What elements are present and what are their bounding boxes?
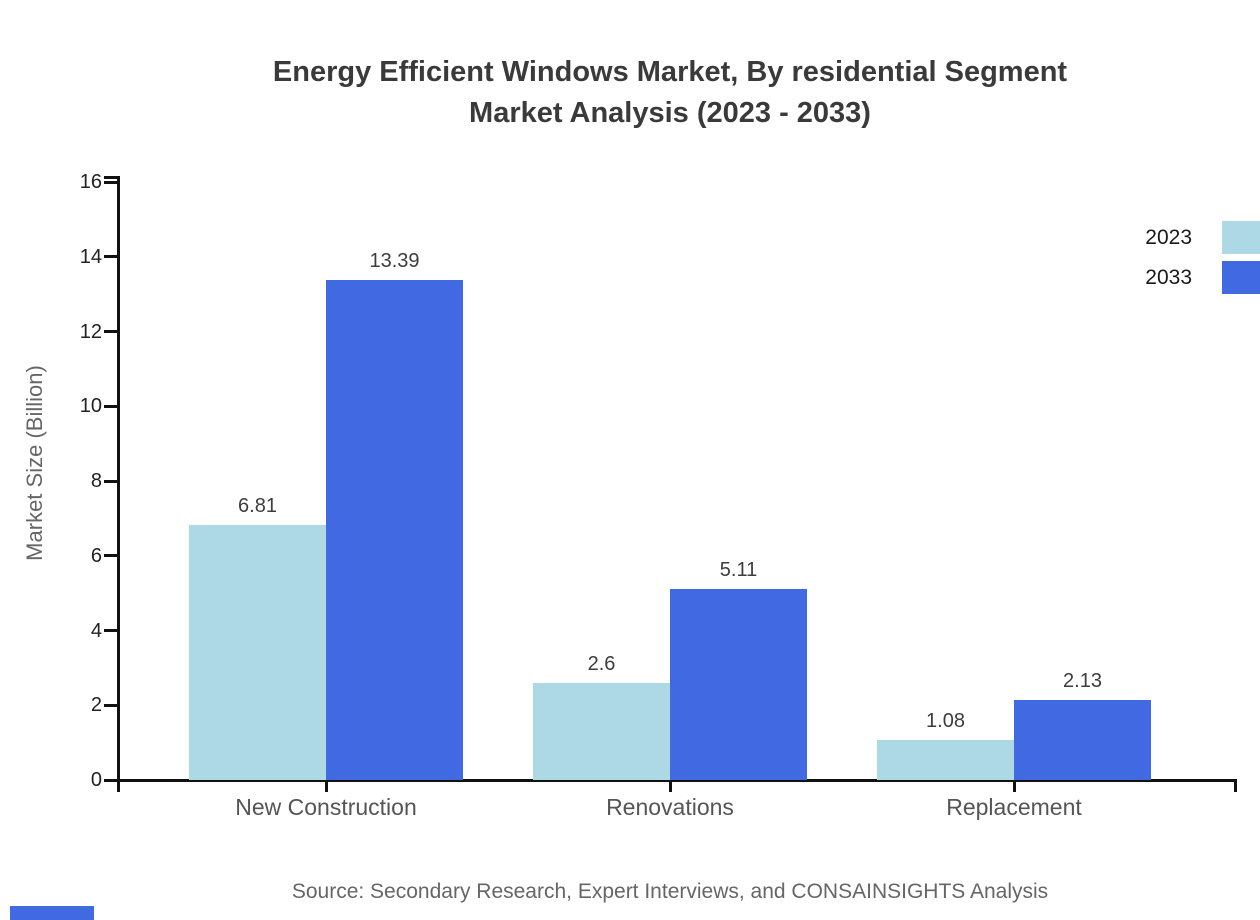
x-axis-category-label: Replacement [946, 794, 1082, 820]
chart-title: Energy Efficient Windows Market, By resi… [80, 52, 1260, 134]
y-tick [104, 778, 119, 782]
y-axis-end-cap [104, 176, 119, 179]
y-tick-label: 10 [79, 395, 102, 418]
x-tick [668, 780, 672, 792]
y-tick [104, 629, 119, 632]
x-axis-category-label: Renovations [606, 794, 734, 820]
y-tick [104, 330, 119, 333]
x-axis-category-label: New Construction [235, 794, 417, 820]
source-note: Source: Secondary Research, Expert Inter… [291, 880, 1049, 903]
x-tick [1012, 780, 1016, 792]
brand-mark [10, 906, 94, 920]
chart-title-line1: Energy Efficient Windows Market, By resi… [272, 56, 1068, 88]
bar-value-label: 6.81 [238, 495, 277, 518]
y-tick [104, 404, 119, 408]
y-tick [104, 703, 119, 707]
y-tick [104, 554, 119, 558]
x-axis-end-tick [1234, 780, 1237, 792]
chart-title-line2: Market Analysis (2023 - 2033) [469, 97, 871, 129]
y-tick [104, 255, 119, 259]
legend-item-2023: 2023 [1062, 221, 1260, 254]
y-tick-label: 6 [90, 544, 102, 567]
bar-2023-new-construction [189, 525, 326, 780]
x-tick [324, 780, 328, 792]
bar-2033-renovations [670, 589, 807, 780]
y-tick [104, 180, 119, 184]
y-tick [104, 479, 119, 483]
y-tick-label: 14 [79, 245, 102, 268]
bar-value-label: 2.6 [587, 652, 616, 675]
legend-label-2023: 2023 [1145, 226, 1192, 249]
y-tick-label: 4 [90, 619, 102, 642]
bar-2033-replacement [1014, 700, 1151, 780]
bar-value-label: 2.13 [1063, 670, 1102, 693]
bar-2023-renovations [533, 682, 670, 780]
bar-2033-new-construction [326, 279, 463, 780]
bar-value-label: 13.39 [369, 249, 420, 272]
y-axis-line [117, 176, 120, 792]
y-tick-label: 8 [90, 470, 102, 492]
legend-swatch-2023 [1222, 221, 1260, 254]
legend-swatch-2033 [1222, 261, 1260, 294]
y-tick-label: 2 [90, 694, 102, 717]
y-tick-label: 16 [79, 171, 102, 193]
bar-value-label: 5.11 [719, 559, 758, 581]
y-tick-label: 0 [90, 769, 102, 791]
legend-label-2033: 2033 [1145, 266, 1192, 289]
bar-2023-replacement [877, 739, 1014, 780]
legend-item-2033: 2033 [1062, 261, 1260, 294]
y-tick-label: 12 [79, 320, 102, 343]
bar-value-label: 1.08 [926, 709, 965, 732]
